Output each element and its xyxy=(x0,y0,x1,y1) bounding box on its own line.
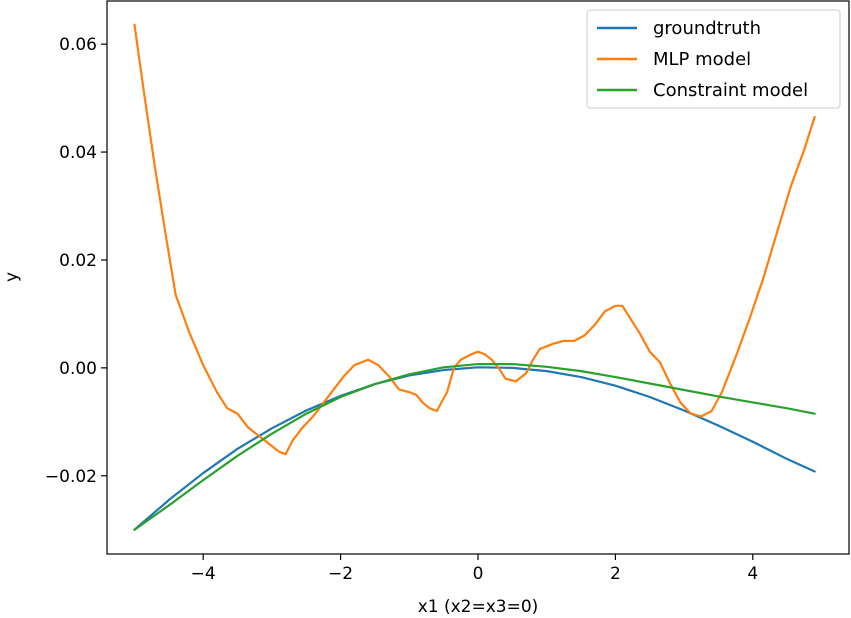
y-tick-label: −0.02 xyxy=(45,467,97,487)
x-tick-label: −4 xyxy=(191,564,216,584)
y-axis: −0.02 0.00 0.02 0.04 0.06 xyxy=(45,35,107,487)
series-line-groundtruth xyxy=(133,366,816,531)
x-axis-label: x1 (x2=x3=0) xyxy=(418,597,539,617)
legend-label-constraint-model: Constraint model xyxy=(653,80,808,101)
legend-label-mlp-model: MLP model xyxy=(653,49,751,70)
y-tick-label: 0.00 xyxy=(59,359,97,379)
series-line-constraint-model xyxy=(133,362,816,531)
legend-box xyxy=(586,9,841,109)
legend: groundtruth MLP model Constraint model xyxy=(586,9,841,109)
y-tick-label: 0.06 xyxy=(59,35,97,55)
x-tick-label: 0 xyxy=(473,564,484,584)
x-axis: −4 −2 0 2 4 xyxy=(191,554,758,584)
x-tick-label: 2 xyxy=(610,564,621,584)
x-tick-label: −2 xyxy=(328,564,353,584)
y-tick-label: 0.02 xyxy=(59,251,97,271)
y-tick-label: 0.04 xyxy=(59,143,97,163)
x-tick-label: 4 xyxy=(747,564,758,584)
y-axis-label: y xyxy=(2,272,22,282)
legend-label-groundtruth: groundtruth xyxy=(653,18,761,39)
